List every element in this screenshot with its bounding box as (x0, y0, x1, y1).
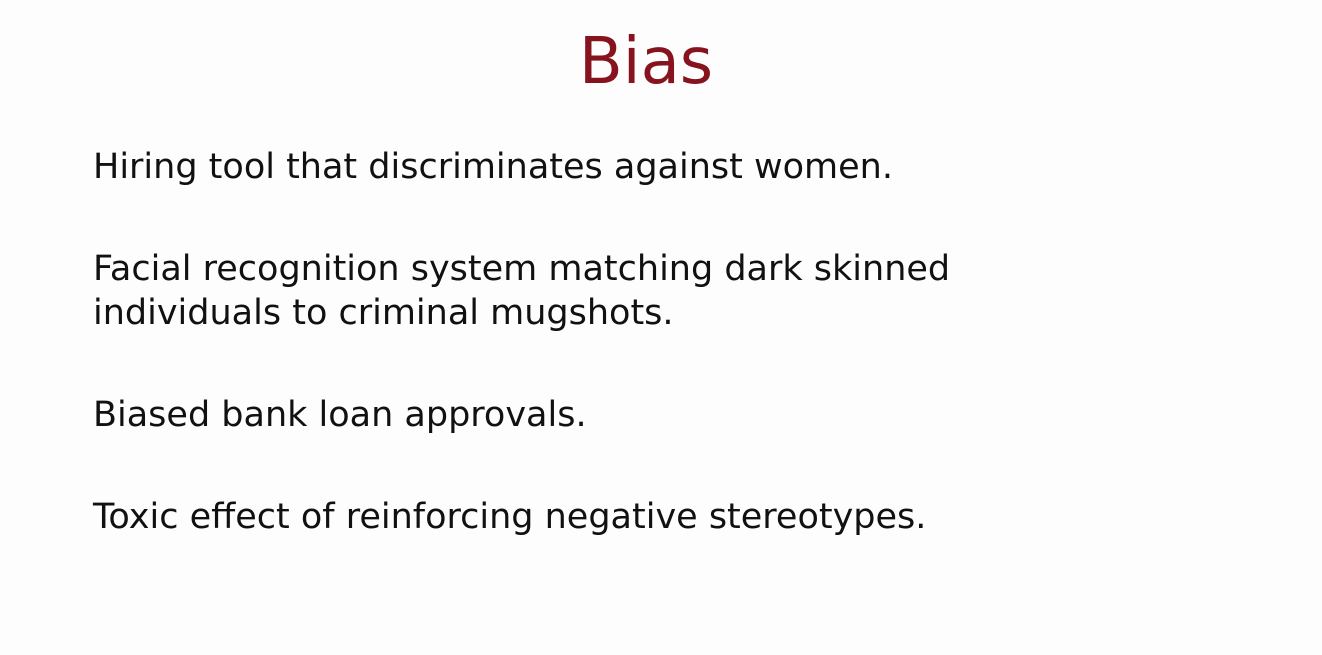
bullet-line: Hiring tool that discriminates against w… (93, 147, 893, 187)
bullet-facial-recognition: Facial recognition system matching dark … (93, 247, 950, 335)
bullet-line: individuals to criminal mugshots. (93, 293, 674, 333)
bullet-bank-loans: Biased bank loan approvals. (93, 393, 587, 437)
bullet-line: Toxic effect of reinforcing negative ste… (93, 497, 927, 537)
bullet-line: Facial recognition system matching dark … (93, 249, 951, 289)
bullet-stereotypes: Toxic effect of reinforcing negative ste… (93, 495, 926, 539)
slide-title: Bias (578, 25, 714, 99)
bullet-hiring-tool: Hiring tool that discriminates against w… (93, 145, 893, 189)
bullet-line: Biased bank loan approvals. (93, 395, 587, 435)
